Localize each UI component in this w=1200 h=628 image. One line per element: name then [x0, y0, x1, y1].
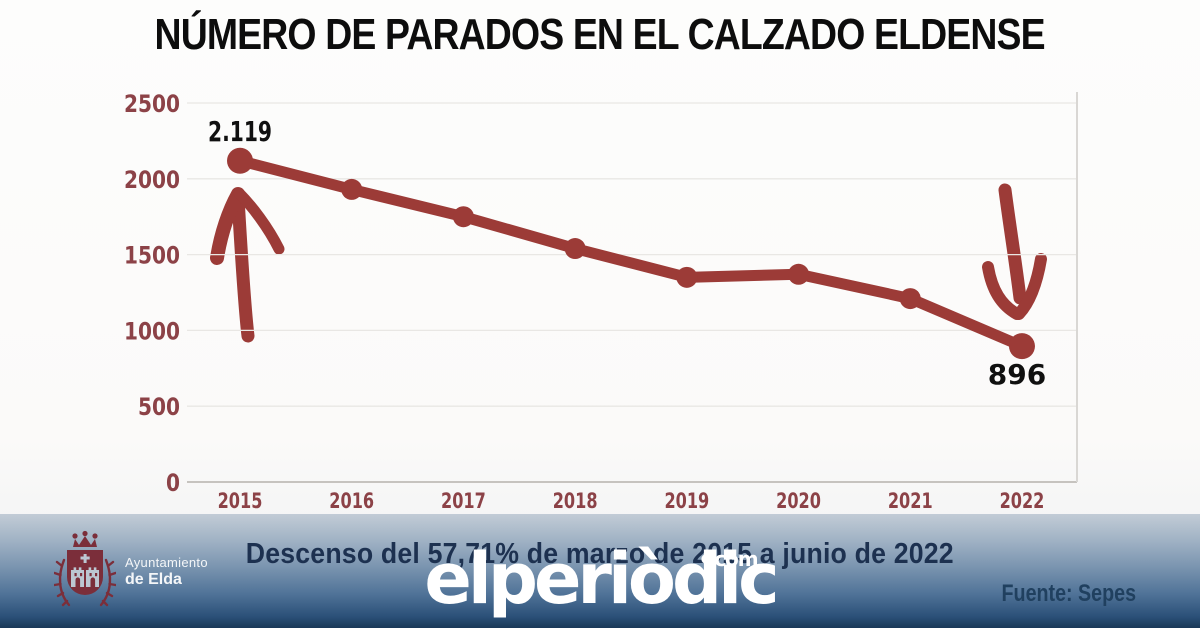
- y-tick-label: 500: [138, 393, 180, 421]
- data-point: [452, 206, 474, 228]
- data-point: [564, 238, 586, 260]
- x-tick-label: 2017: [441, 489, 486, 513]
- y-tick-label: 2500: [124, 90, 180, 118]
- footer-banner: Ayuntamiento de Elda Descenso del 57,71%…: [0, 514, 1200, 628]
- data-point: [676, 266, 698, 288]
- source-credit-text: Fuente: Sepes: [1001, 580, 1136, 607]
- elperiodic-logo-com: com: [701, 547, 759, 571]
- banner-headline: Descenso del 57,71% de marzo de 2015 a j…: [0, 538, 1200, 571]
- data-point: [1008, 333, 1035, 360]
- down-arrow-icon: [982, 183, 1047, 320]
- data-points: [227, 147, 1035, 360]
- y-tick-label: 0: [166, 469, 180, 497]
- x-tick-label: 2015: [218, 489, 263, 513]
- data-line: [234, 155, 1028, 352]
- point-label: 896: [988, 358, 1046, 391]
- elda-logo-text: Ayuntamiento de Elda: [125, 555, 208, 590]
- source-credit: Fuente: Sepes: [972, 580, 1136, 608]
- y-tick-label: 1500: [124, 242, 180, 270]
- data-point: [227, 147, 253, 174]
- point-label: 2.119: [208, 115, 272, 148]
- y-tick-label: 2000: [124, 166, 180, 194]
- ayuntamiento-elda-logo: Ayuntamiento de Elda: [54, 530, 208, 614]
- x-tick-label: 2019: [664, 489, 709, 513]
- x-tick-label: 2018: [553, 489, 598, 513]
- y-tick-label: 1000: [124, 317, 180, 345]
- x-tick-label: 2020: [776, 489, 821, 513]
- x-axis-labels: 2015 2016 2017 2018 2019 2020 2021 2022: [218, 489, 1045, 513]
- elperiodic-logo: elperiòdic com: [424, 544, 779, 614]
- y-axis-labels: 0 500 1000 1500 2000 2500: [124, 90, 180, 497]
- elda-crest-icon: [54, 530, 116, 607]
- point-labels: 2.119 896: [208, 115, 1046, 391]
- page-title: NÚMERO DE PARADOS EN EL CALZADO ELDENSE: [0, 10, 1200, 60]
- dot-icon: [701, 554, 712, 564]
- elda-logo-line2: de Elda: [125, 571, 182, 589]
- x-tick-label: 2016: [329, 489, 374, 513]
- page-title-text: NÚMERO DE PARADOS EN EL CALZADO ELDENSE: [154, 10, 1046, 59]
- data-point: [788, 263, 810, 285]
- elperiodic-logo-tld: com: [714, 547, 758, 571]
- data-point: [899, 288, 921, 310]
- x-tick-label: 2022: [1000, 489, 1045, 513]
- data-point: [341, 178, 363, 200]
- gridlines: [187, 92, 1078, 483]
- x-tick-label: 2021: [888, 489, 933, 513]
- banner-headline-text: Descenso del 57,71% de marzo de 2015 a j…: [245, 538, 955, 570]
- elda-logo-line1: Ayuntamiento: [125, 554, 208, 570]
- elperiodic-logo-text: elperiòdic: [424, 538, 779, 620]
- up-arrow-icon: [210, 187, 285, 343]
